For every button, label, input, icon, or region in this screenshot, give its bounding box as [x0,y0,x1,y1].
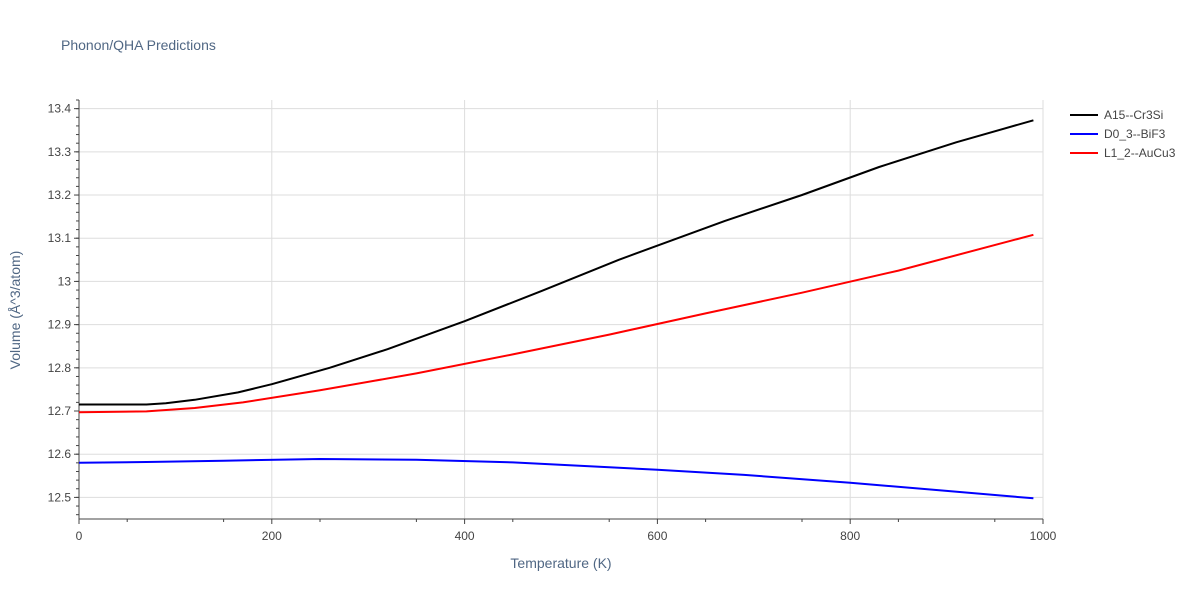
y-axis-title: Volume (Å^3/atom) [7,251,23,370]
legend-label-d0-3-bif3: D0_3--BiF3 [1104,127,1166,141]
y-tick-label: 13 [58,274,72,288]
series-line-l1-2-aucu3 [78,233,1034,414]
legend: A15--Cr3Si D0_3--BiF3 L1_2--AuCu3 [1070,108,1176,160]
y-tick-label: 12.7 [48,404,72,418]
x-tick-label: 1000 [1030,529,1057,543]
x-tick-label: 0 [76,529,83,543]
y-tick-label: 12.6 [48,447,72,461]
x-tick-label: 600 [647,529,667,543]
series-line-d0-3-bif3 [78,458,1034,500]
axes: 0 200 400 600 800 1000 12.5 12.6 12.7 12.8 12.9 13 1… [48,99,1057,543]
legend-label-a15-cr3si: A15--Cr3Si [1104,108,1163,122]
series-line-a15-cr3si [79,119,1034,406]
x-axis-title: Temperature (K) [510,555,611,571]
x-tick-label: 200 [262,529,282,543]
x-tick-label: 800 [840,529,860,543]
y-tick-label: 13.3 [48,145,72,159]
chart-title: Phonon/QHA Predictions [61,37,216,53]
plot-area [78,119,1034,500]
y-tick-label: 12.9 [48,318,72,332]
grid-lines [79,100,1044,519]
y-tick-label: 13.1 [48,231,72,245]
legend-label-l1-2-aucu3: L1_2--AuCu3 [1104,146,1176,160]
y-tick-label: 13.4 [48,102,72,116]
y-tick-label: 12.5 [48,490,72,504]
x-tick-label: 400 [455,529,475,543]
y-tick-label: 13.2 [48,188,72,202]
y-tick-label: 12.8 [48,361,72,375]
